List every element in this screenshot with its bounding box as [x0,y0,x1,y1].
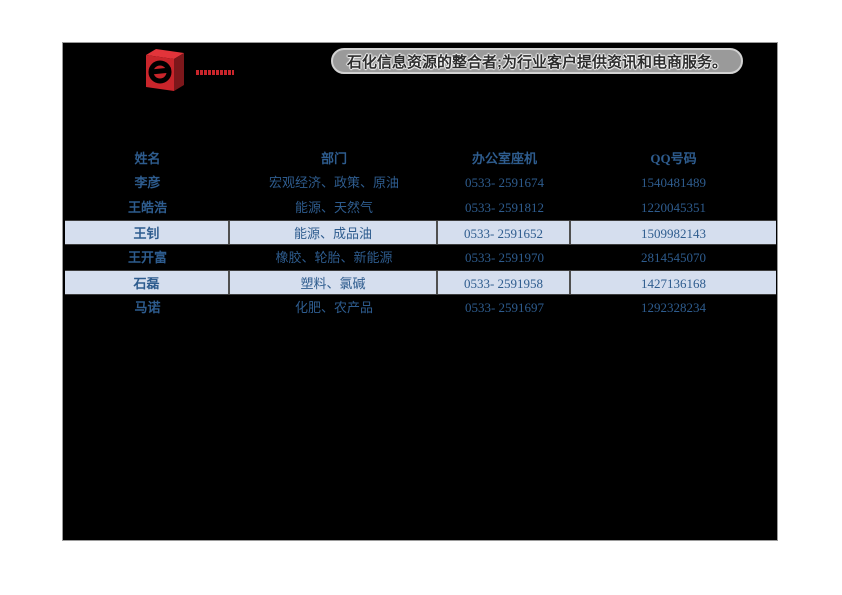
cell-qq: 1509982143 [641,226,706,241]
slogan-banner: 石化信息资源的整合者;为行业客户提供资讯和电商服务。 [331,48,743,74]
red-cube-e-logo-icon [146,49,184,91]
cell-qq: 1427136168 [641,276,706,291]
table-row: 王开富 橡胶、轮胎、新能源 0533- 2591970 2814545070 [65,245,776,270]
logo-wordmark-icon [196,70,234,75]
contact-card-image: 石化信息资源的整合者;为行业客户提供资讯和电商服务。 姓名 部门 办公室座机 Q… [62,42,778,541]
cell-name: 王开富 [127,250,167,265]
cell-name: 马诺 [134,300,161,315]
table-row: 李彦 宏观经济、政策、原油 0533- 2591674 1540481489 [65,170,776,195]
cell-phone: 0533- 2591970 [464,250,545,265]
table-row: 王钊 能源、成品油 0533- 2591652 1509982143 [65,220,776,245]
cell-name: 王皓浩 [127,200,167,215]
cell-qq: 1540481489 [641,175,706,190]
cell-qq: 1220045351 [641,200,706,215]
cell-department: 塑料、氯碱 [230,271,438,294]
table-header: 姓名 部门 办公室座机 QQ号码 [65,148,776,170]
contact-table: 姓名 部门 办公室座机 QQ号码 李彦 宏观经济、政策、原油 0533- 259… [65,148,776,320]
table-body: 李彦 宏观经济、政策、原油 0533- 2591674 1540481489 王… [65,170,776,320]
cell-qq: 1292328234 [641,300,706,315]
header-phone: 办公室座机 [471,151,537,166]
table-header-row: 姓名 部门 办公室座机 QQ号码 [65,148,776,170]
cell-name: 王钊 [65,221,230,244]
cell-department: 化肥、农产品 [294,300,373,315]
header-qq: QQ号码 [650,151,697,166]
table-row: 王皓浩 能源、天然气 0533- 2591812 1220045351 [65,195,776,220]
header-department: 部门 [320,151,347,166]
cell-phone: 0533- 2591652 [438,221,571,244]
cell-phone: 0533- 2591958 [438,271,571,294]
header-name: 姓名 [134,151,161,166]
cell-phone: 0533- 2591674 [464,175,545,190]
slogan-text: 石化信息资源的整合者;为行业客户提供资讯和电商服务。 [347,53,727,71]
cell-department: 能源、天然气 [294,200,373,215]
brand-logo [144,45,188,95]
cell-name: 李彦 [134,175,161,190]
cell-department: 橡胶、轮胎、新能源 [275,250,393,265]
table-row: 马诺 化肥、农产品 0533- 2591697 1292328234 [65,295,776,320]
cell-qq: 2814545070 [641,250,706,265]
cell-department: 宏观经济、政策、原油 [268,175,399,190]
cell-phone: 0533- 2591812 [464,200,545,215]
cell-department: 能源、成品油 [230,221,438,244]
cell-name: 石磊 [65,271,230,294]
cell-phone: 0533- 2591697 [464,300,545,315]
table-row: 石磊 塑料、氯碱 0533- 2591958 1427136168 [65,270,776,295]
